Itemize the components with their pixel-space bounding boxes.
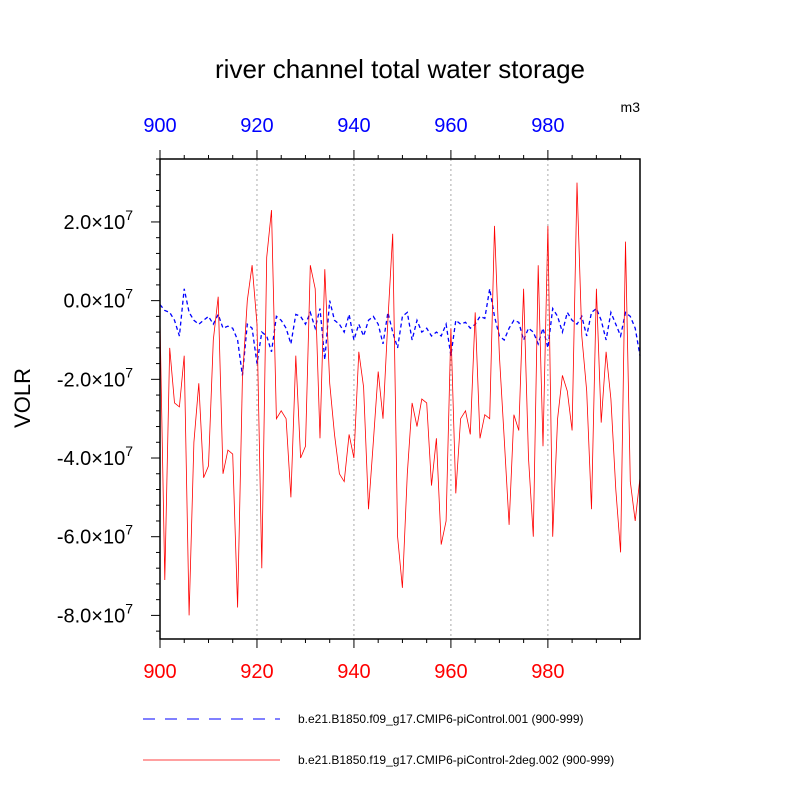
legend-label-1: b.e21.B1850.f09_g17.CMIP6-piControl.001 … bbox=[298, 712, 584, 726]
bottom-x-tick-labels: 900 920 940 960 980 bbox=[143, 661, 564, 683]
y-tick-labels: 2.0×107 0.0×107 -2.0×107 -4.0×107 -6.0×107 -8… bbox=[57, 207, 133, 627]
top-x-tick-label: 960 bbox=[434, 115, 467, 137]
top-x-tick-label: 920 bbox=[240, 115, 273, 137]
grid-lines bbox=[256, 159, 549, 639]
legend: b.e21.B1850.f09_g17.CMIP6-piControl.001 … bbox=[143, 712, 614, 767]
top-x-tick-labels: 900 920 940 960 980 bbox=[143, 115, 564, 137]
bottom-x-tick-label: 940 bbox=[337, 661, 370, 683]
bottom-x-tick-label: 900 bbox=[143, 661, 176, 683]
y-tick-label: 2.0×107 bbox=[63, 207, 133, 234]
y-axis-label: VOLR bbox=[10, 368, 35, 428]
y-tick-label: 0.0×107 bbox=[63, 286, 133, 313]
bottom-x-tick-label: 920 bbox=[240, 661, 273, 683]
y-tick-label: -4.0×107 bbox=[57, 443, 133, 470]
bottom-x-tick-label: 960 bbox=[434, 661, 467, 683]
axis-ticks bbox=[151, 150, 622, 648]
legend-label-2: b.e21.B1850.f19_g17.CMIP6-piControl-2deg… bbox=[298, 753, 614, 767]
units-label: m3 bbox=[621, 99, 641, 115]
top-x-tick-label: 980 bbox=[531, 115, 564, 137]
bottom-x-tick-label: 980 bbox=[531, 661, 564, 683]
y-tick-label: -8.0×107 bbox=[57, 600, 133, 627]
top-x-tick-label: 900 bbox=[143, 115, 176, 137]
y-tick-label: -6.0×107 bbox=[57, 522, 133, 549]
chart-title: river channel total water storage bbox=[215, 54, 585, 84]
series-line-2 bbox=[159, 182, 641, 616]
y-tick-label: -2.0×107 bbox=[57, 364, 133, 391]
series-line-1 bbox=[159, 288, 641, 376]
top-x-tick-label: 940 bbox=[337, 115, 370, 137]
plot-frame bbox=[159, 158, 641, 640]
plot-series bbox=[159, 182, 641, 616]
